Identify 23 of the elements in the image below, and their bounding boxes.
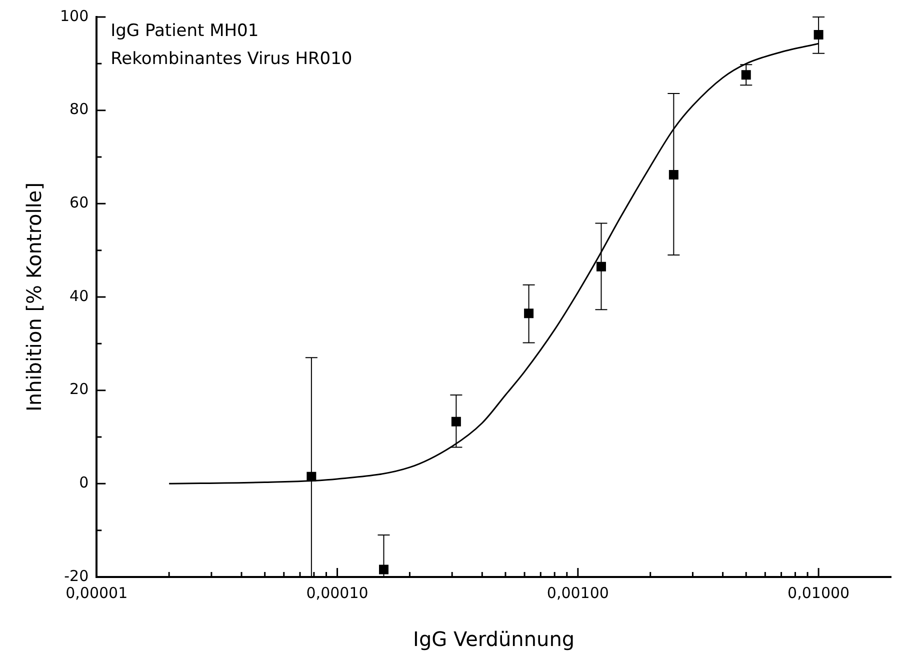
annotation: Rekombinantes Virus HR010 <box>110 48 352 69</box>
y-tick-label: 20 <box>70 380 89 398</box>
point <box>451 416 461 426</box>
y-tick-label: 0 <box>79 474 89 492</box>
point <box>596 262 606 272</box>
y-tick-label: 100 <box>60 6 89 25</box>
y-tick-label: -20 <box>64 566 89 585</box>
y-tick-label: 40 <box>70 286 89 305</box>
y-tick-label: 60 <box>70 194 89 212</box>
x-tick-label: 0,00100 <box>546 584 609 602</box>
x-tick-label: 0,00010 <box>306 584 368 602</box>
x-axis-title: IgG Verdünnung <box>413 627 575 652</box>
point <box>379 564 388 574</box>
annotation: IgG Patient MH01 <box>110 20 259 41</box>
point <box>668 170 678 180</box>
x-tick-label: 0,01000 <box>788 584 850 602</box>
y-tick-label: 80 <box>70 100 89 118</box>
point <box>306 472 316 482</box>
point <box>524 308 534 318</box>
point <box>741 70 751 80</box>
point <box>814 30 824 40</box>
x-tick-label: 0,00001 <box>66 584 128 602</box>
y-axis-title: Inhibition [% Kontrolle] <box>22 182 46 412</box>
